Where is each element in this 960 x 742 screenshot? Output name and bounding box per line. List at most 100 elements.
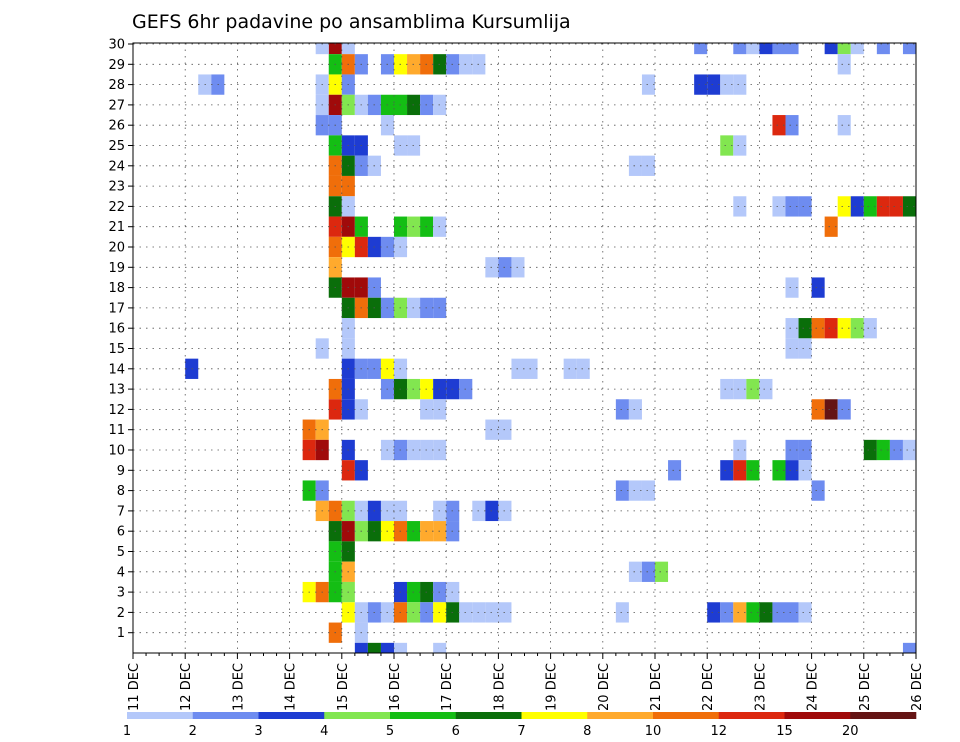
precip-cell — [641, 155, 655, 176]
precip-cell — [837, 115, 851, 136]
precip-cell — [641, 480, 655, 501]
color-legend: 1 2 3 4 5 6 7 8 10 12 15 20 — [123, 712, 917, 739]
precip-cell — [694, 74, 708, 95]
precip-cell — [876, 196, 890, 217]
x-tick-label: 26 DEC — [910, 663, 925, 711]
precip-cell — [798, 196, 812, 217]
precip-cell — [837, 399, 851, 420]
x-axis-ticks: 11 DEC 12 DEC 13 DEC 14 DEC 15 DEC 16 DEC 17 D… — [127, 653, 925, 711]
legend-label: 6 — [452, 724, 460, 739]
legend-swatch — [258, 712, 325, 719]
y-tick-label: 4 — [117, 565, 125, 580]
legend-label: 2 — [189, 724, 197, 739]
precip-cell — [641, 561, 655, 582]
x-tick-label: 22 DEC — [701, 663, 716, 711]
precip-cell — [563, 358, 577, 379]
precip-cell — [785, 460, 799, 481]
precip-cell — [707, 74, 721, 95]
legend-label: 12 — [710, 724, 727, 739]
precip-cell — [889, 439, 903, 461]
legend-swatch — [455, 712, 522, 719]
precip-cell — [354, 642, 368, 653]
legend-label: 8 — [583, 724, 591, 739]
legend-label: 4 — [320, 724, 328, 739]
legend-swatch — [653, 712, 720, 719]
y-tick-label: 25 — [108, 139, 125, 154]
precip-cell — [785, 43, 799, 55]
legend-swatch — [850, 712, 917, 719]
y-tick-label: 11 — [108, 423, 125, 438]
precip-cell — [837, 54, 851, 75]
precip-cell — [811, 318, 825, 339]
precip-cell — [707, 602, 721, 623]
y-tick-label: 28 — [108, 78, 125, 93]
precip-cell — [785, 277, 799, 298]
precip-cell — [720, 378, 734, 400]
grid-lines — [133, 43, 916, 653]
precip-cell — [641, 74, 655, 95]
x-tick-label: 23 DEC — [753, 663, 768, 711]
precip-cell — [798, 439, 812, 461]
precip-cell — [733, 43, 747, 55]
precip-cell — [850, 318, 864, 339]
y-tick-label: 21 — [108, 220, 125, 235]
legend-label: 20 — [842, 724, 859, 739]
precip-cell — [824, 43, 838, 55]
legend-swatch — [521, 712, 588, 719]
precip-cell — [628, 399, 642, 420]
y-tick-label: 5 — [117, 545, 125, 560]
precip-cell — [746, 460, 760, 481]
precip-cell — [733, 460, 747, 481]
precip-cell — [863, 318, 877, 339]
x-tick-label: 15 DEC — [336, 663, 351, 711]
legend-label: 5 — [386, 724, 394, 739]
y-tick-label: 12 — [108, 403, 125, 418]
x-tick-label: 16 DEC — [388, 663, 403, 711]
precip-cell — [798, 460, 812, 481]
x-tick-label: 13 DEC — [231, 663, 246, 711]
precip-cell — [733, 439, 747, 461]
x-tick-label: 25 DEC — [858, 663, 873, 711]
precip-cell — [902, 196, 916, 217]
x-tick-label: 11 DEC — [127, 663, 142, 711]
precip-cell — [720, 74, 734, 95]
y-tick-label: 26 — [108, 119, 125, 134]
precip-cell — [315, 43, 329, 55]
precip-cell — [772, 43, 786, 55]
precip-cell — [889, 196, 903, 217]
precip-cell — [733, 135, 747, 156]
legend-label: 1 — [123, 724, 131, 739]
x-tick-label: 14 DEC — [284, 663, 299, 711]
precip-cell — [837, 43, 851, 55]
precip-cell — [902, 43, 916, 55]
y-tick-label: 10 — [108, 444, 125, 459]
precip-cell — [798, 318, 812, 339]
precip-cell — [811, 480, 825, 501]
precip-cell — [380, 642, 394, 653]
precip-cell — [824, 399, 838, 420]
legend-label: 10 — [645, 724, 662, 739]
precip-cell — [655, 561, 669, 582]
y-tick-label: 24 — [108, 159, 125, 174]
y-tick-label: 30 — [108, 38, 125, 53]
y-tick-label: 6 — [117, 525, 125, 540]
precip-cell — [772, 196, 786, 217]
precip-cell — [328, 43, 342, 55]
y-tick-label: 3 — [117, 586, 125, 601]
precip-cell — [746, 43, 760, 55]
legend-swatch — [784, 712, 851, 719]
precip-cell — [759, 378, 773, 400]
y-tick-label: 23 — [108, 180, 125, 195]
precip-cell — [798, 338, 812, 359]
precip-cell — [785, 439, 799, 461]
legend-swatch — [127, 712, 194, 719]
y-tick-label: 27 — [108, 98, 125, 113]
precip-cell — [785, 318, 799, 339]
precip-cell — [824, 318, 838, 339]
precip-cell — [785, 196, 799, 217]
y-tick-label: 9 — [117, 464, 125, 479]
precip-cell — [772, 460, 786, 481]
x-tick-label: 20 DEC — [597, 663, 612, 711]
y-tick-label: 18 — [108, 281, 125, 296]
legend-swatch — [390, 712, 457, 719]
